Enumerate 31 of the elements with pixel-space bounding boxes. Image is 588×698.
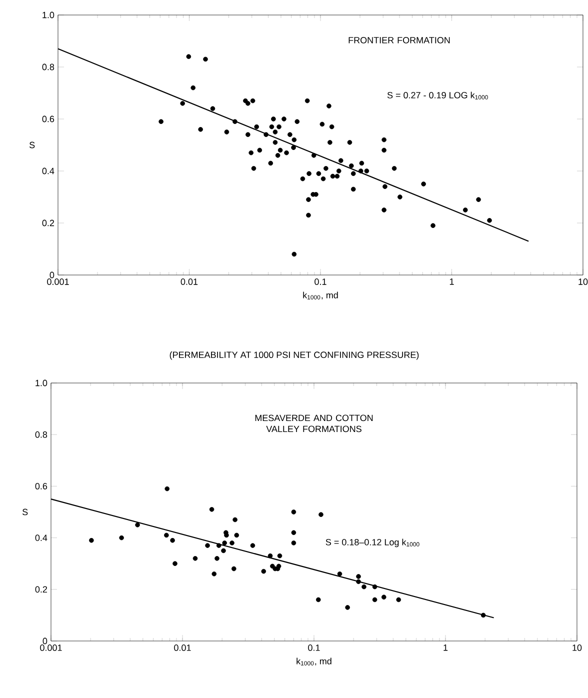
y-tick-label: 1.0 <box>36 380 48 386</box>
y-tick-label: 0.6 <box>42 116 54 122</box>
x-tick-label: 0.001 <box>47 278 69 285</box>
y-tick-label: 0.8 <box>42 64 54 70</box>
annotation: S = 0.27 - 0.19 LOG k$_{1000}$ <box>387 92 488 100</box>
y-tick-label: 0.2 <box>35 586 48 593</box>
y-tick-label: 0.6 <box>35 483 48 490</box>
x-tick-label: 0.01 <box>174 644 191 651</box>
y-tick-label: 1.0 <box>42 12 54 18</box>
y-tick-label: 0.8 <box>35 431 48 438</box>
y-axis-title: S <box>22 508 28 516</box>
x-tick-label: 1 <box>450 278 454 285</box>
x-tick-label: 0.01 <box>180 278 198 285</box>
x-axis-title: k$_{1000}$, md <box>296 658 332 666</box>
text: FRONTIER FORMATION <box>348 37 450 44</box>
x-axis-title: k$_{1000}$, md <box>303 292 338 300</box>
annotation: S = 0.18–0.12 Log k$_{1000}$ <box>326 538 420 548</box>
y-tick-label: 0 <box>42 638 48 644</box>
y-tick-label: 0.4 <box>35 534 48 541</box>
y-tick-label: 0 <box>50 272 54 278</box>
text: MESAVERDE AND COTTON VALLEY FORMATIONS <box>255 414 373 432</box>
y-axis-title: S <box>29 142 35 148</box>
x-tick-label: 10 <box>572 644 582 651</box>
x-tick-label: 0.1 <box>314 278 326 285</box>
x-tick-label: 1 <box>444 644 448 651</box>
x-tick-label: 10 <box>578 278 588 285</box>
x-tick-label: 0.1 <box>308 644 320 651</box>
text: (PERMEABILITY AT 1000 PSI NET CONFINING PRESSURE) <box>170 351 419 360</box>
y-tick-label: 0.2 <box>42 220 54 226</box>
y-tick-label: 0.4 <box>42 168 54 174</box>
x-tick-label: 0.001 <box>40 644 62 651</box>
